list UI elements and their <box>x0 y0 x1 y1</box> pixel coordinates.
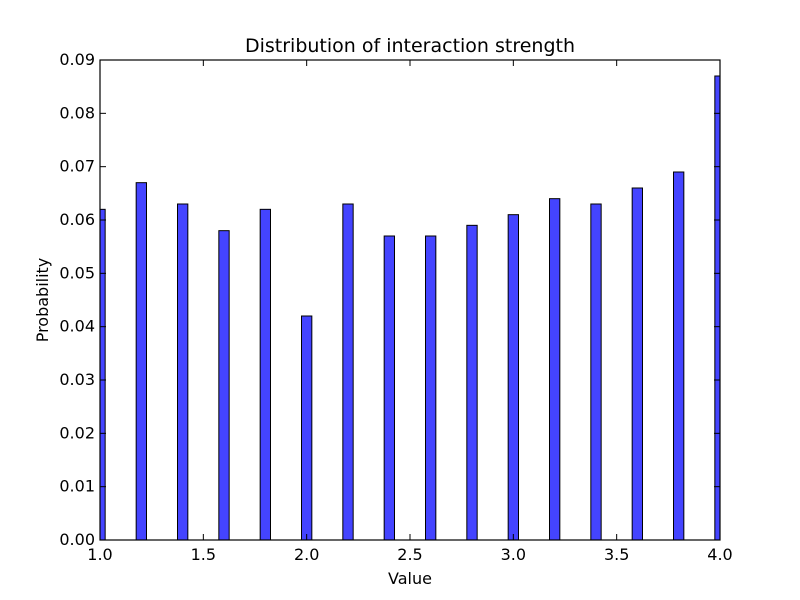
y-tick-label: 0.02 <box>59 423 95 442</box>
bar <box>425 235 437 541</box>
x-tick-label: 2.0 <box>294 545 319 564</box>
y-tick-label: 0.00 <box>59 530 95 549</box>
chart-title: Distribution of interaction strength <box>245 35 575 57</box>
bar <box>631 187 644 541</box>
x-tick-label: 3.0 <box>501 545 526 564</box>
x-axis-label: Value <box>388 569 432 588</box>
x-tick-label: 2.5 <box>397 545 422 564</box>
bar <box>259 208 271 541</box>
bar <box>342 203 354 541</box>
y-tick-label: 0.04 <box>59 317 95 336</box>
bar <box>301 315 313 541</box>
plot-frame <box>99 59 721 541</box>
bar <box>135 182 148 541</box>
y-tick-label: 0.03 <box>59 370 95 389</box>
y-axis-label: Probability <box>33 258 52 343</box>
bar <box>714 75 721 541</box>
bar <box>383 235 395 541</box>
y-tick-label: 0.07 <box>59 157 95 176</box>
y-tick-label: 0.01 <box>59 477 95 496</box>
ticks-layer: 1.0 1.5 2.0 2.5 3.0 3.5 4.0 0.00 0.01 0.02 0.03 0.0… <box>59 50 732 564</box>
y-tick-label: 0.09 <box>59 50 95 69</box>
bars-layer <box>99 75 721 541</box>
bar <box>99 208 106 541</box>
bar <box>177 203 189 541</box>
bar <box>673 171 685 541</box>
bar <box>590 203 602 541</box>
bar <box>507 214 519 541</box>
x-tick-label: 3.5 <box>604 545 629 564</box>
bar <box>466 224 478 541</box>
x-tick-label: 1.0 <box>87 545 112 564</box>
x-tick-label: 1.5 <box>191 545 216 564</box>
y-tick-label: 0.08 <box>59 103 95 122</box>
bar <box>549 198 561 541</box>
y-tick-label: 0.05 <box>59 263 95 282</box>
bar <box>218 230 230 541</box>
y-tick-label: 0.06 <box>59 210 95 229</box>
x-tick-label: 4.0 <box>707 545 732 564</box>
